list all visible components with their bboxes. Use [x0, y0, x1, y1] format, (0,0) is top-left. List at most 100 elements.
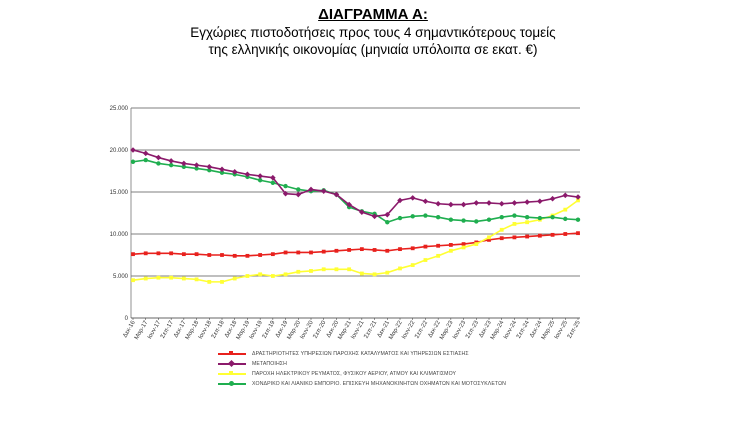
data-point-0-18: [359, 247, 364, 252]
data-point-2-16: [334, 267, 339, 272]
data-point-2-18: [359, 271, 364, 276]
data-point-2-5: [194, 277, 199, 282]
data-point-1-8: [231, 169, 238, 175]
data-point-0-24: [436, 243, 441, 248]
data-point-1-9: [244, 171, 251, 178]
data-point-1-3: [168, 158, 174, 164]
data-point-2-7: [220, 279, 224, 284]
data-point-2-21: [398, 266, 402, 271]
data-point-0-10: [258, 253, 263, 257]
data-point-3-6: [207, 167, 212, 173]
data-point-0-26: [461, 242, 466, 246]
data-point-3-32: [537, 215, 543, 221]
data-point-2-31: [525, 220, 530, 225]
data-point-2-13: [296, 269, 301, 274]
data-point-2-8: [232, 276, 237, 281]
legend-label: ΔΡΑΣΤΗΡΙΟΤΗΤΕΣ ΥΠΗΡΕΣΙΩΝ ΠΑΡΟΧΗΣ ΚΑΤΑΛΥΜ…: [252, 351, 469, 357]
data-point-3-2: [156, 161, 161, 166]
data-point-0-4: [181, 252, 186, 257]
x-tick-label: Σεπ-25: [567, 319, 582, 339]
data-point-3-31: [524, 215, 530, 220]
data-point-0-17: [347, 248, 352, 252]
data-point-0-28: [487, 237, 491, 242]
data-point-1-35: [575, 194, 581, 200]
data-point-0-3: [169, 251, 174, 256]
data-point-3-27: [474, 219, 479, 224]
data-point-0-33: [550, 232, 555, 237]
data-point-0-7: [220, 253, 224, 257]
data-point-3-3: [168, 162, 174, 168]
data-point-0-34: [563, 232, 568, 236]
data-point-3-22: [410, 214, 415, 219]
chart-title-line3: της ελληνικής οικονομίας (μηνιαία υπόλοι…: [208, 42, 538, 57]
data-point-0-22: [410, 246, 415, 251]
y-tick-label: 10.000: [110, 232, 129, 238]
data-point-3-34: [563, 216, 568, 222]
data-point-3-24: [435, 215, 441, 220]
data-point-1-6: [206, 164, 213, 170]
data-point-1-18: [359, 209, 365, 215]
data-point-3-20: [385, 220, 390, 225]
legend-swatch: [218, 359, 246, 368]
data-point-3-1: [143, 157, 148, 163]
y-tick-label: 20.000: [110, 148, 129, 154]
data-point-1-11: [270, 174, 276, 181]
series-line-1: [132, 149, 579, 218]
data-point-3-5: [194, 166, 199, 171]
data-point-0-35: [576, 231, 580, 236]
data-point-0-12: [283, 250, 288, 255]
data-point-3-12: [283, 183, 288, 189]
data-point-3-26: [461, 218, 466, 223]
data-point-3-28: [486, 217, 492, 222]
data-point-2-1: [143, 276, 148, 281]
legend-label: ΜΕΤΑΠΟΙΗΣΗ: [252, 361, 287, 367]
legend-swatch: [218, 351, 246, 357]
data-point-2-35: [576, 198, 580, 203]
data-point-2-23: [423, 258, 428, 262]
data-point-1-31: [524, 199, 530, 205]
data-point-3-25: [448, 217, 454, 222]
data-point-2-2: [156, 275, 161, 280]
data-point-2-15: [321, 267, 326, 272]
data-point-1-5: [193, 162, 200, 168]
data-point-2-0: [131, 278, 135, 283]
data-point-0-6: [207, 253, 212, 257]
data-point-3-4: [181, 164, 187, 169]
data-point-1-0: [130, 147, 136, 153]
data-point-1-7: [219, 166, 225, 173]
data-point-2-28: [487, 235, 491, 240]
legend-item-3: ΧΟΝΔΡΙΚΟ ΚΑΙ ΛΙΑΝΙΚΟ ΕΜΠΟΡΙΟ. ΕΠΙΣΚΕΥΗ Μ…: [218, 379, 548, 389]
data-point-2-14: [309, 269, 313, 273]
data-point-2-27: [474, 242, 479, 246]
data-point-1-17: [346, 201, 352, 208]
legend-swatch: [218, 371, 246, 377]
data-point-3-29: [499, 215, 504, 220]
data-point-1-22: [409, 195, 416, 201]
legend-label: ΠΑΡΟΧΗ ΗΛΕΚΤΡΙΚΟΥ ΡΕΥΜΑΤΟΣ, ΦΥΣΙΚΟΥ ΑΕΡΙ…: [252, 371, 457, 377]
y-tick-label: 0: [125, 316, 129, 322]
data-point-2-11: [270, 274, 275, 278]
legend-item-1: ΜΕΤΑΠΟΙΗΣΗ: [218, 359, 548, 369]
data-point-0-23: [423, 244, 428, 249]
data-point-1-21: [397, 197, 403, 204]
legend-swatch: [218, 381, 246, 387]
data-point-1-14: [308, 186, 314, 193]
data-point-1-20: [384, 211, 391, 218]
data-point-1-25: [448, 201, 454, 208]
data-point-2-24: [436, 253, 441, 258]
data-point-2-34: [563, 207, 568, 212]
y-tick-label: 25.000: [110, 106, 129, 112]
data-point-3-0: [130, 159, 136, 164]
data-point-1-30: [511, 200, 518, 206]
data-point-0-9: [245, 253, 250, 258]
data-point-0-11: [270, 252, 275, 257]
series-line-3: [132, 159, 579, 224]
data-point-0-29: [499, 236, 504, 241]
data-point-3-30: [512, 213, 517, 218]
data-point-3-13: [296, 187, 301, 192]
data-point-0-20: [385, 248, 390, 253]
series-line-2: [132, 199, 579, 283]
data-point-1-10: [257, 173, 263, 179]
data-point-3-11: [270, 180, 276, 185]
data-point-2-3: [169, 275, 174, 280]
